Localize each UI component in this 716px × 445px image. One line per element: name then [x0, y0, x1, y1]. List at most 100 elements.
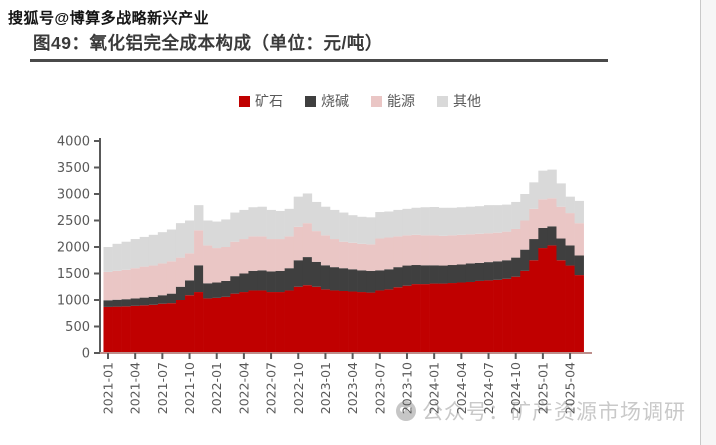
bar-segment-烧碱-2024-04: [456, 264, 467, 283]
bar-segment-能源-2025-03: [556, 206, 566, 239]
bar-segment-能源-2021-03: [121, 269, 131, 300]
bar-segment-烧碱-2024-09: [502, 260, 512, 279]
bar-segment-其他-2022-03: [230, 212, 240, 242]
bar-segment-其他-2022-05: [248, 207, 258, 237]
bar-segment-矿石-2021-10: [185, 295, 195, 353]
bar-segment-矿石-2023-09: [393, 287, 403, 353]
bar-segment-烧碱-2024-10: [511, 257, 521, 277]
scrollbar-track[interactable]: [700, 0, 716, 445]
bar-segment-能源-2023-05: [357, 243, 367, 271]
bar-segment-矿石-2023-04: [348, 291, 358, 353]
bar-segment-矿石-2023-10: [402, 285, 412, 353]
bar-segment-其他-2024-11: [520, 194, 530, 221]
bar-segment-矿石-2025-04: [565, 265, 575, 353]
x-tick-label: 2024-01: [427, 362, 442, 414]
top-watermark: 搜狐号@博算多战略新兴产业: [8, 10, 210, 27]
bar-segment-其他-2023-04: [348, 215, 358, 243]
bar-segment-矿石-2024-07: [483, 280, 494, 353]
bar-segment-烧碱-2022-03: [230, 276, 240, 294]
chart-title: 图49：氧化铝完全成本构成（单位：元/吨）: [33, 33, 383, 53]
bar-segment-能源-2024-08: [493, 232, 503, 262]
bar-segment-能源-2025-02: [547, 198, 557, 227]
y-tick-label: 4000: [57, 135, 90, 150]
bar-segment-矿石-2021-05: [139, 305, 150, 353]
bar-segment-矿石-2024-12: [529, 260, 539, 353]
bar-segment-矿石-2021-03: [121, 306, 131, 353]
bar-segment-烧碱-2021-04: [130, 298, 141, 306]
bar-segment-矿石-2022-10: [293, 286, 304, 353]
stacked-cost-chart: 0 500 1000 1500 2000 2500 3000 3500 4000 2021-01 2…: [57, 135, 592, 414]
bar-segment-能源-2024-02: [438, 235, 449, 266]
legend-label: 矿石: [255, 93, 283, 109]
bar-segment-能源-2022-12: [311, 231, 322, 262]
bar-segment-能源-2022-07: [266, 239, 276, 272]
legend-label: 烧碱: [321, 93, 349, 109]
caustic-swatch-icon: [305, 95, 316, 107]
bar-segment-烧碱-2021-07: [157, 295, 168, 304]
bar-segment-矿石-2024-06: [474, 280, 485, 353]
bar-segment-烧碱-2024-01: [429, 265, 439, 284]
bar-segment-矿石-2024-11: [520, 270, 530, 353]
bar-segment-烧碱-2023-03: [339, 268, 349, 291]
bar-segment-烧碱-2023-09: [393, 267, 403, 288]
bar-segment-矿石-2022-02: [221, 296, 231, 353]
bar-segment-其他-2021-06: [148, 234, 159, 266]
bar-segment-烧碱-2021-06: [148, 296, 159, 305]
bar-segment-矿石-2023-03: [339, 290, 349, 353]
bar-segment-矿石-2024-04: [456, 282, 467, 353]
bar-segment-其他-2022-11: [302, 193, 313, 224]
bar-segment-矿石-2022-06: [257, 290, 267, 353]
bar-segment-能源-2022-10: [293, 226, 304, 261]
bar-segment-烧碱-2022-08: [275, 270, 285, 293]
bar-segment-烧碱-2021-08: [166, 293, 177, 304]
bar-segment-能源-2022-02: [221, 247, 231, 281]
bar-segment-能源-2024-12: [529, 208, 539, 240]
bar-segment-其他-2025-02: [547, 169, 557, 199]
bar-segment-其他-2024-06: [474, 206, 485, 234]
bar-segment-其他-2024-04: [456, 207, 467, 235]
bar-segment-烧碱-2021-12: [203, 283, 213, 299]
bar-segment-烧碱-2022-07: [266, 271, 276, 293]
bar-segment-烧碱-2025-05: [574, 255, 584, 276]
legend-label: 其他: [453, 93, 481, 109]
x-tick-label: 2023-04: [345, 362, 360, 414]
bar-segment-其他-2022-09: [284, 208, 295, 237]
bar-segment-其他-2023-09: [393, 209, 403, 237]
bar-segment-烧碱-2023-12: [420, 265, 430, 285]
bar-segment-烧碱-2025-04: [565, 245, 575, 266]
bar-segment-其他-2022-08: [275, 210, 285, 240]
bar-segment-矿石-2023-01: [320, 289, 331, 353]
legend-label: 能源: [387, 93, 415, 109]
bar-segment-烧碱-2025-03: [556, 238, 566, 261]
bar-segment-烧碱-2021-10: [185, 280, 195, 296]
bar-segment-能源-2024-10: [511, 228, 521, 258]
bar-segment-能源-2022-05: [248, 236, 258, 271]
legend-item-other: 其他: [437, 91, 481, 111]
bar-segment-矿石-2021-02: [112, 306, 122, 354]
bar-segment-能源-2025-04: [565, 213, 575, 246]
bar-segment-能源-2024-05: [465, 234, 476, 264]
other-swatch-icon: [437, 95, 448, 107]
bar-segment-能源-2023-11: [411, 234, 421, 266]
bar-segment-其他-2022-10: [293, 196, 304, 227]
bar-segment-其他-2022-12: [311, 201, 322, 232]
bar-segment-能源-2021-05: [139, 266, 150, 298]
x-tick-label: 2022-10: [291, 362, 306, 414]
bar-segment-能源-2021-06: [148, 265, 159, 297]
bar-segment-能源-2024-07: [483, 233, 494, 263]
bar-segment-能源-2021-02: [112, 270, 122, 300]
bar-segment-烧碱-2024-02: [438, 265, 449, 284]
wechat-logo-icon: [396, 401, 416, 421]
bar-segment-矿石-2022-09: [284, 290, 295, 353]
bar-segment-其他-2025-04: [565, 196, 575, 214]
bar-segment-烧碱-2023-11: [411, 265, 421, 285]
bar-segment-其他-2023-06: [366, 217, 376, 245]
bar-segment-矿石-2022-01: [212, 297, 222, 353]
bar-segment-能源-2023-06: [366, 244, 376, 271]
bar-segment-能源-2021-12: [203, 245, 213, 284]
bar-segment-其他-2023-12: [420, 207, 430, 236]
x-tick-label: 2023-01: [318, 362, 333, 414]
bar-segment-矿石-2022-08: [275, 292, 285, 353]
x-tick-label: 2022-04: [236, 362, 251, 414]
bar-segment-矿石-2021-12: [203, 298, 213, 353]
